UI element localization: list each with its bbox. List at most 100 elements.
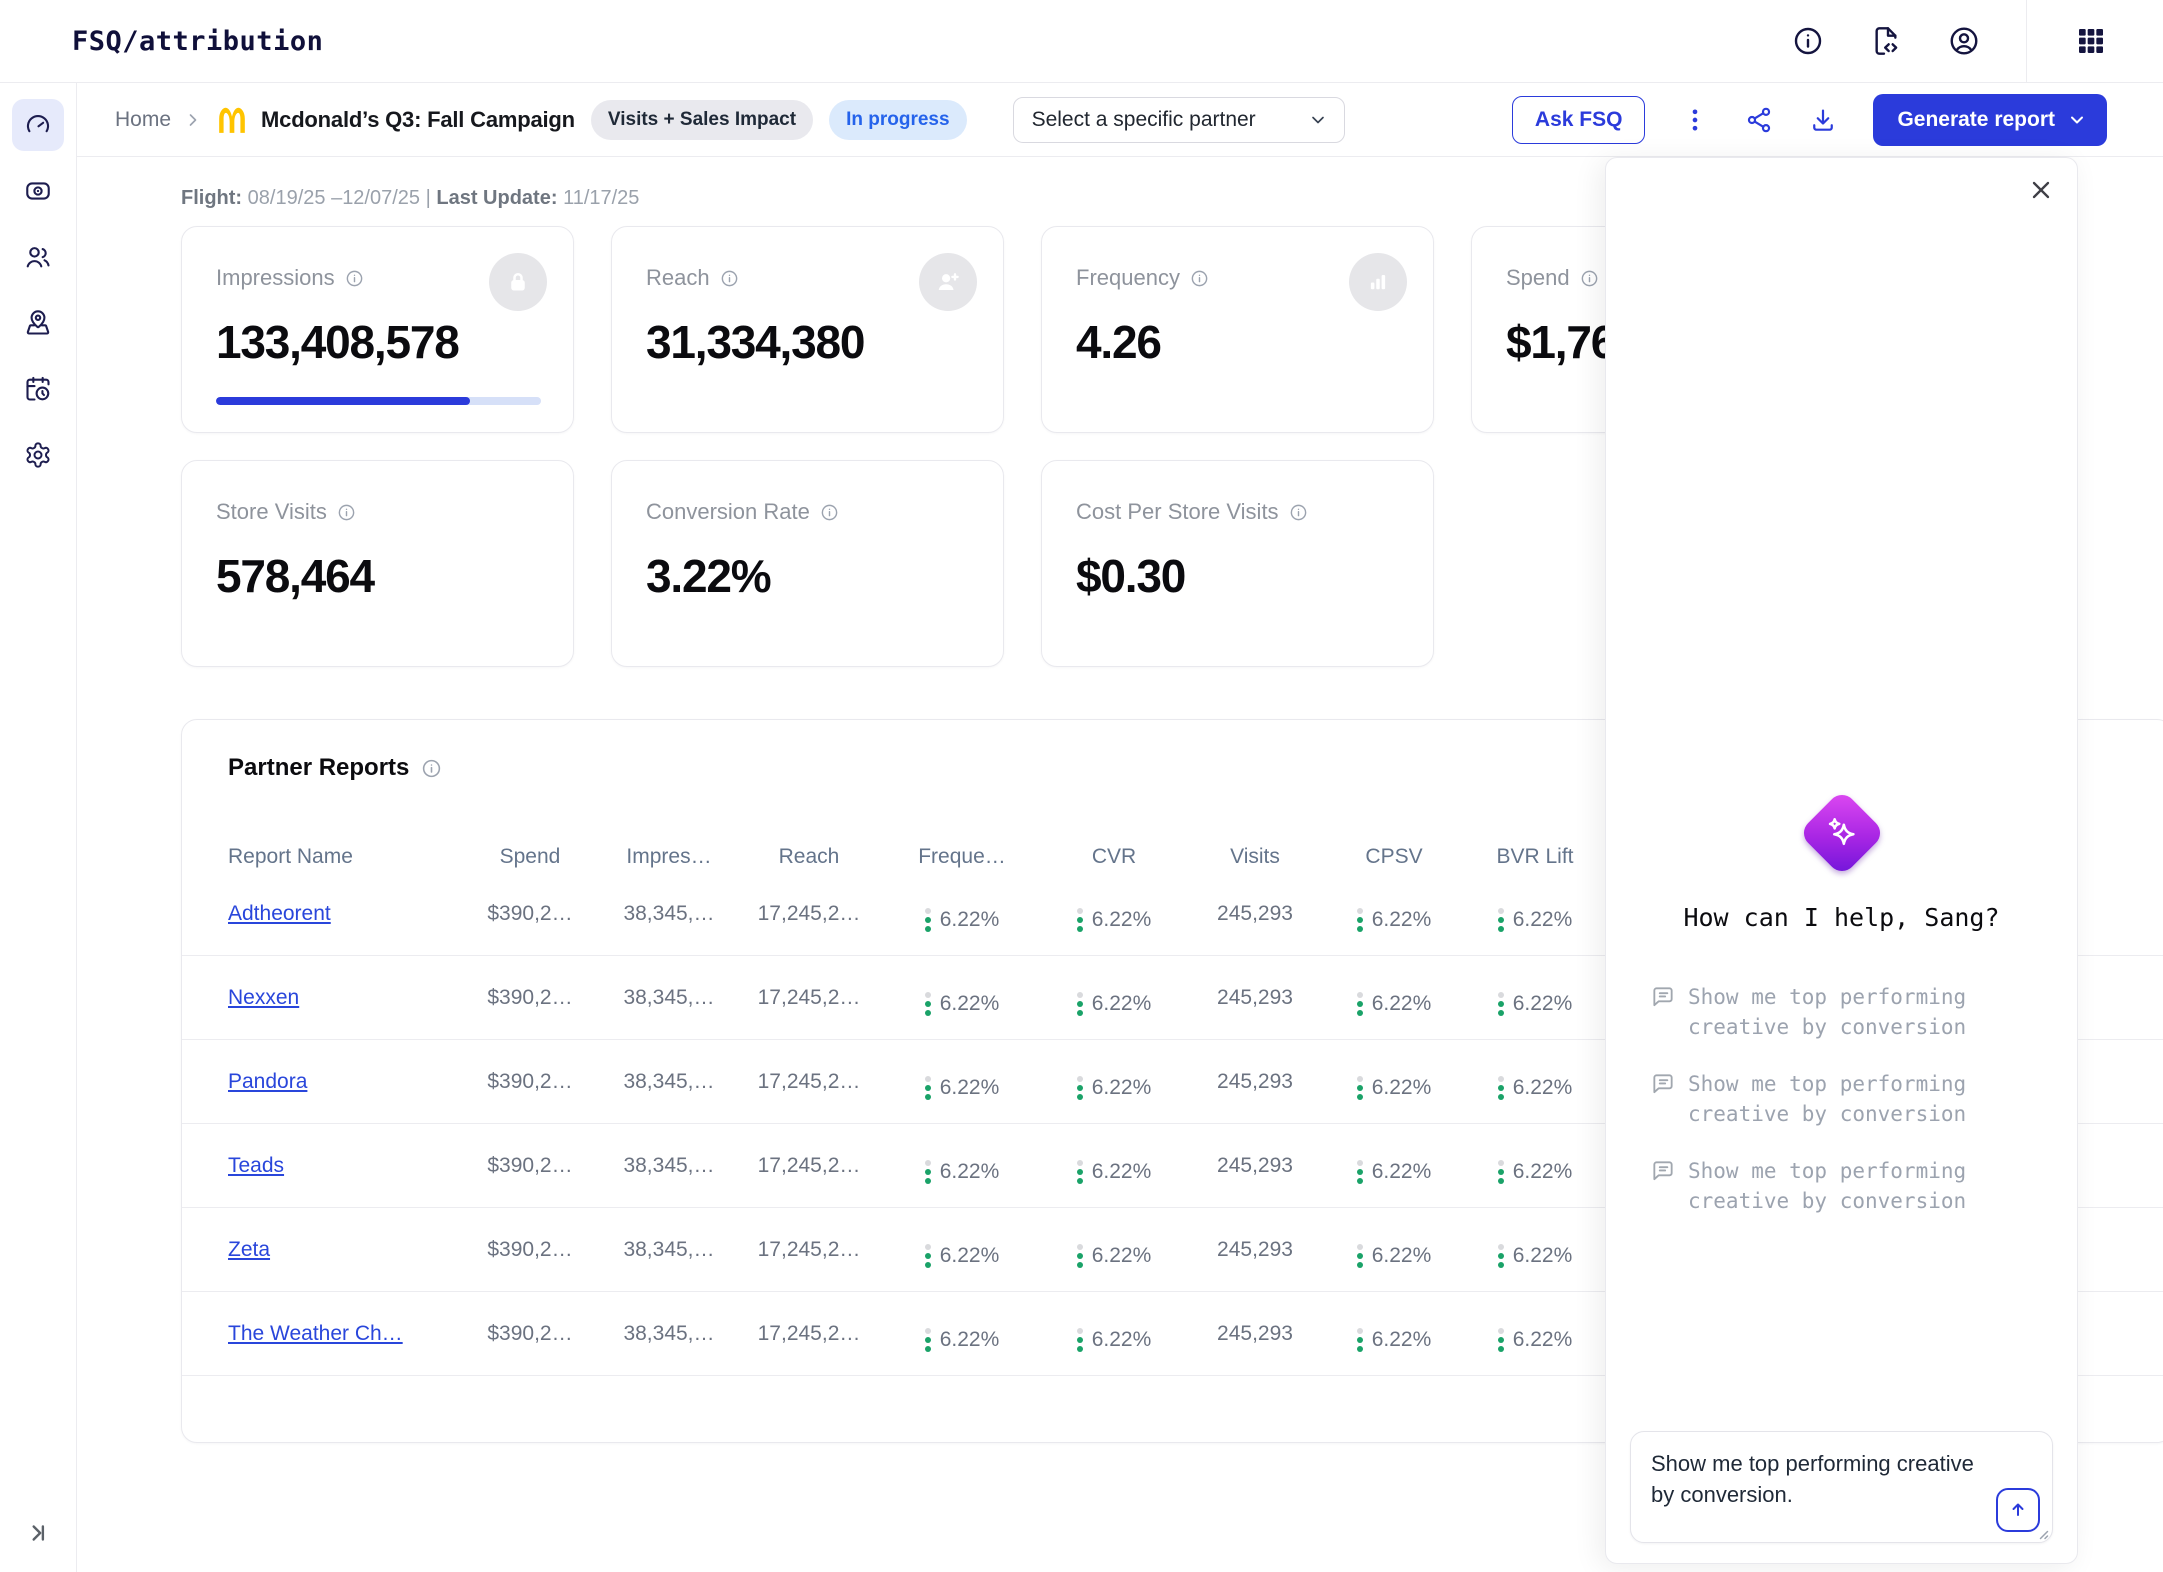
info-icon[interactable] xyxy=(1580,269,1599,288)
info-icon[interactable] xyxy=(1289,503,1308,522)
campaign-title: Mcdonald’s Q3: Fall Campaign xyxy=(261,106,575,132)
partner-link[interactable]: Zeta xyxy=(228,1237,271,1261)
suggestion-list: Show me top performing creative by conve… xyxy=(1650,982,2059,1243)
users-icon xyxy=(26,247,50,268)
gauge-icon xyxy=(26,115,50,133)
ask-fsq-chat-panel: How can I help, Sang? Show me top perfor… xyxy=(1605,157,2078,1564)
partner-link[interactable]: Pandora xyxy=(228,1069,308,1093)
flight-dates: 08/19/25 –12/07/25 xyxy=(247,187,421,209)
partner-link[interactable]: The Weather Ch… xyxy=(228,1321,403,1345)
signal-dots-icon xyxy=(924,1243,931,1268)
chat-bubble-icon xyxy=(1653,1161,1673,1181)
column-header: Visits xyxy=(1230,845,1280,868)
column-header: BVR Lift xyxy=(1496,845,1574,868)
close-icon[interactable] xyxy=(2027,176,2055,204)
column-header: Spend xyxy=(499,845,561,868)
info-icon[interactable] xyxy=(720,269,739,288)
info-icon[interactable] xyxy=(1190,269,1209,288)
chevron-right-icon xyxy=(189,113,197,126)
sparkle-diamond-icon xyxy=(1797,789,1886,877)
suggestion-item[interactable]: Show me top performing creative by conve… xyxy=(1650,982,2059,1042)
info-icon[interactable] xyxy=(1792,25,1824,57)
signal-dots-icon xyxy=(924,991,931,1016)
resize-handle-icon[interactable] xyxy=(2035,1526,2049,1540)
share-icon[interactable] xyxy=(1745,106,1773,134)
topbar-actions xyxy=(1792,0,2163,83)
signal-dots-icon xyxy=(1076,991,1083,1016)
flight-divider: | xyxy=(425,187,431,209)
info-icon[interactable] xyxy=(337,503,356,522)
metric-card-reach: Reach 31,334,380 xyxy=(611,226,1004,433)
signal-dots-icon xyxy=(1497,1243,1504,1268)
metric-card-store-visits: Store Visits 578,464 xyxy=(181,460,574,667)
signal-dots-icon xyxy=(1076,1075,1083,1100)
flight-dates-line: Flight: 08/19/25 –12/07/25 | Last Update… xyxy=(181,187,2163,210)
table-row: Zeta $390,2… 38,345,… 17,245,2… 6.22% 6.… xyxy=(182,1208,2163,1292)
sidebar-item-monitor[interactable] xyxy=(12,165,64,217)
breadcrumb-home-link[interactable]: Home xyxy=(115,107,172,131)
kebab-menu-icon[interactable] xyxy=(1681,106,1709,134)
metric-value: 4.26 xyxy=(1076,316,1162,368)
last-update-label: Last Update: xyxy=(436,187,558,209)
lock-icon xyxy=(489,253,547,311)
suggestion-item[interactable]: Show me top performing creative by conve… xyxy=(1650,1069,2059,1129)
info-icon[interactable] xyxy=(345,269,364,288)
bar-chart-icon xyxy=(1349,253,1407,311)
info-icon[interactable] xyxy=(820,503,839,522)
partner-select-dropdown[interactable]: Select a specific partner xyxy=(1012,96,1345,143)
generate-report-button[interactable]: Generate report xyxy=(1873,93,2107,146)
sidebar-collapse-icon[interactable] xyxy=(25,1520,51,1546)
column-header: Report Name xyxy=(228,845,353,868)
mcdonalds-logo-icon xyxy=(219,107,245,133)
metric-value: 133,408,578 xyxy=(216,316,460,368)
metric-label: Spend xyxy=(1506,265,1570,290)
metric-card-impressions: Impressions 133,408,578 xyxy=(181,226,574,433)
signal-dots-icon xyxy=(924,907,931,932)
metric-card-cost-per-store-visit: Cost Per Store Visits $0.30 xyxy=(1041,460,1434,667)
file-code-icon[interactable] xyxy=(1870,25,1902,57)
suggestion-item[interactable]: Show me top performing creative by conve… xyxy=(1650,1156,2059,1216)
chevron-down-icon xyxy=(2071,116,2083,123)
table-row: The Weather Ch… $390,2… 38,345,… 17,245,… xyxy=(182,1292,2163,1376)
signal-dots-icon xyxy=(1356,991,1363,1016)
send-button[interactable] xyxy=(1996,1488,2040,1532)
column-header: Freque… xyxy=(918,845,1006,868)
metric-label: Impressions xyxy=(216,265,335,290)
app-logo: FSQ/attribution xyxy=(72,25,324,57)
column-header: CVR xyxy=(1091,845,1137,868)
table-row: Adtheorent $390,2… 38,345,… 17,245,2… 6.… xyxy=(182,872,2163,956)
partner-link[interactable]: Nexxen xyxy=(228,985,300,1009)
flight-label: Flight: xyxy=(181,187,243,209)
apps-grid-icon[interactable] xyxy=(2075,25,2107,57)
partner-link[interactable]: Teads xyxy=(228,1153,285,1177)
signal-dots-icon xyxy=(1497,991,1504,1016)
account-icon[interactable] xyxy=(1948,25,1980,57)
sidebar-item-audiences[interactable] xyxy=(12,231,64,283)
sidebar-item-settings[interactable] xyxy=(12,429,64,481)
sidebar-item-schedule[interactable] xyxy=(12,363,64,415)
metric-card-frequency: Frequency 4.26 xyxy=(1041,226,1434,433)
sidebar-item-dashboard[interactable] xyxy=(12,99,64,151)
generate-report-label: Generate report xyxy=(1897,107,2055,131)
metric-label: Conversion Rate xyxy=(646,499,810,524)
chat-input-container: Show me top performing creative by conve… xyxy=(1630,1431,2053,1543)
page-actions: Ask FSQ Generate report xyxy=(1511,93,2107,146)
sidebar-item-places[interactable] xyxy=(12,297,64,349)
status-badge: In progress xyxy=(829,99,967,140)
chat-bubble-icon xyxy=(1653,1074,1673,1094)
metric-label: Cost Per Store Visits xyxy=(1076,499,1279,524)
top-app-bar: FSQ/attribution xyxy=(0,0,2163,83)
info-icon[interactable] xyxy=(421,758,442,779)
metric-value: 31,334,380 xyxy=(646,316,865,368)
partner-link[interactable]: Adtheorent xyxy=(228,901,331,925)
chevron-down-icon xyxy=(1311,116,1324,123)
signal-dots-icon xyxy=(1356,1327,1363,1352)
ask-fsq-button[interactable]: Ask FSQ xyxy=(1511,95,1646,144)
metric-label: Reach xyxy=(646,265,710,290)
assistant-greeting: How can I help, Sang? xyxy=(1683,903,2000,932)
download-icon[interactable] xyxy=(1809,106,1837,134)
chat-input[interactable]: Show me top performing creative by conve… xyxy=(1631,1432,2052,1542)
signal-dots-icon xyxy=(924,1159,931,1184)
metric-card-conversion-rate: Conversion Rate 3.22% xyxy=(611,460,1004,667)
topbar-divider xyxy=(2026,0,2027,83)
